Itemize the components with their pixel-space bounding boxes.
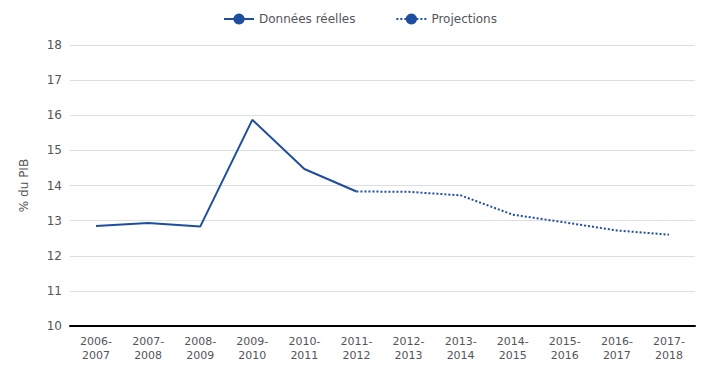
svg-text:13: 13: [47, 214, 62, 228]
svg-text:2017: 2017: [603, 349, 631, 362]
svg-text:2011-: 2011-: [340, 335, 372, 348]
svg-text:2008: 2008: [134, 349, 162, 362]
svg-text:17: 17: [47, 73, 62, 87]
svg-text:2014: 2014: [447, 349, 475, 362]
svg-text:% du PIB: % du PIB: [17, 159, 31, 212]
svg-text:Données réelles: Données réelles: [259, 12, 355, 26]
svg-text:2013: 2013: [395, 349, 423, 362]
svg-text:2012: 2012: [342, 349, 370, 362]
svg-text:2008-: 2008-: [184, 335, 216, 348]
svg-text:2013-: 2013-: [445, 335, 477, 348]
svg-text:2015-: 2015-: [549, 335, 581, 348]
svg-text:2010-: 2010-: [288, 335, 320, 348]
svg-text:16: 16: [47, 108, 62, 122]
svg-text:2016-: 2016-: [601, 335, 633, 348]
svg-text:2017-: 2017-: [653, 335, 685, 348]
svg-text:2014-: 2014-: [497, 335, 529, 348]
svg-text:14: 14: [47, 179, 62, 193]
svg-text:2018: 2018: [655, 349, 683, 362]
svg-text:2010: 2010: [238, 349, 266, 362]
svg-text:12: 12: [47, 249, 62, 263]
svg-text:11: 11: [47, 284, 62, 298]
svg-text:2009: 2009: [186, 349, 214, 362]
svg-text:2015: 2015: [499, 349, 527, 362]
svg-text:Projections: Projections: [431, 12, 497, 26]
svg-text:2007-: 2007-: [132, 335, 164, 348]
svg-text:2016: 2016: [551, 349, 579, 362]
svg-text:15: 15: [47, 143, 62, 157]
svg-text:2006-: 2006-: [80, 335, 112, 348]
svg-text:2012-: 2012-: [393, 335, 425, 348]
svg-text:2011: 2011: [290, 349, 318, 362]
svg-text:2007: 2007: [82, 349, 110, 362]
svg-text:18: 18: [47, 38, 62, 52]
svg-text:10: 10: [47, 319, 62, 333]
svg-text:2009-: 2009-: [236, 335, 268, 348]
